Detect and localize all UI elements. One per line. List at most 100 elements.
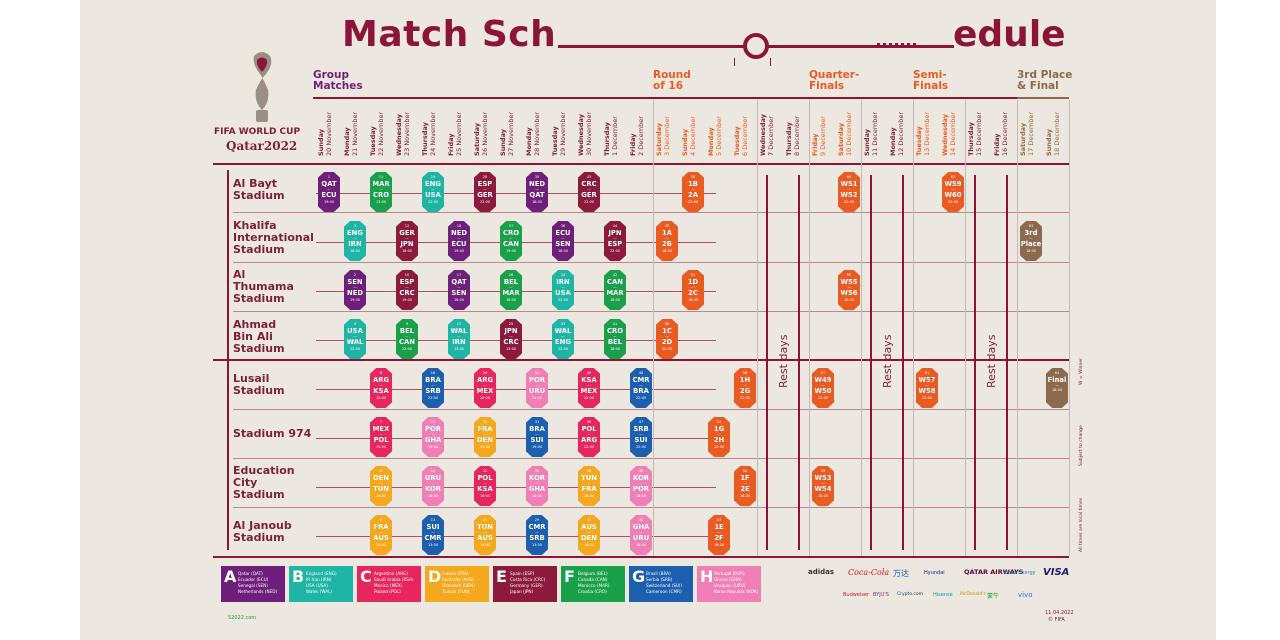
match-badge[interactable]: 7 MEX — POL 19:00	[370, 417, 392, 457]
match-badge[interactable]: 51 1D —2C 18:00	[682, 270, 704, 310]
match-badge[interactable]: 56 1H —2G 22:00	[734, 368, 756, 408]
match-badge[interactable]: 40 KSA — MEX 22:00	[578, 368, 600, 408]
match-badge[interactable]: 47 SRB — SUI 22:00	[630, 417, 652, 457]
match-badge[interactable]: 1 QAT — ECU 19:00	[318, 172, 340, 212]
versus-mark: —	[353, 285, 357, 289]
team-1: WAL	[450, 327, 468, 335]
match-badge[interactable]: 36 ECU — SEN 18:00	[552, 221, 574, 261]
match-badge[interactable]: 59 W55— W56 18:00	[838, 270, 860, 310]
team-1: FRA	[373, 523, 389, 531]
match-badge[interactable]: 29 CMR — SRB 13:00	[526, 515, 548, 555]
stage-qf-label: Quarter- Finals	[809, 69, 860, 92]
rest-day-line	[974, 175, 976, 550]
match-badge[interactable]: 8 ARG — KSA 13:00	[370, 368, 392, 408]
match-badge[interactable]: 5 FRA — AUS 22:00	[370, 515, 392, 555]
stadium-label: Al Janoub Stadium	[233, 519, 292, 544]
versus-mark: —	[639, 530, 643, 534]
team-1: NED	[529, 180, 545, 188]
match-badge[interactable]: 62 W59— W60 22:00	[942, 172, 964, 212]
match-badge[interactable]: 31 BRA — SUI 19:00	[526, 417, 548, 457]
match-badge[interactable]: 12 GER — JPN 16:00	[396, 221, 418, 261]
match-badge[interactable]: 38 TUN — FRA 18:00	[578, 466, 600, 506]
match-badge[interactable]: 6 DEN — TUN 16:00	[370, 466, 392, 506]
match-badge[interactable]: 50 1B —2A 22:00	[682, 172, 704, 212]
match-number: 16	[430, 371, 436, 375]
date-column-28: Saturday 17 December	[1018, 100, 1042, 158]
kickoff-time: 22:00	[349, 347, 361, 351]
versus-mark: —	[405, 236, 409, 240]
match-badge[interactable]: 59 W53— W54 18:00	[812, 466, 834, 506]
match-badge[interactable]: 11 MAR — CRO 13:00	[370, 172, 392, 212]
match-badge[interactable]: 24 ARG — MEX 22:00	[474, 368, 496, 408]
match-badge[interactable]: 63 3rd — Place 18:00	[1020, 221, 1042, 261]
match-badge[interactable]: 25 JPN — CRC 13:00	[500, 319, 522, 359]
kickoff-time: 18:00	[583, 543, 595, 547]
match-badge[interactable]: 37 AUS — DEN 18:00	[578, 515, 600, 555]
versus-mark: —	[509, 236, 513, 240]
versus-mark: —	[665, 334, 669, 338]
match-badge[interactable]: 42 CAN — MAR 18:00	[604, 270, 626, 310]
match-badge[interactable]: 16 BRA — SRB 22:00	[422, 368, 444, 408]
match-badge[interactable]: 53 1E —2F 18:00	[708, 515, 730, 555]
group-letter: B	[292, 567, 305, 586]
match-badge[interactable]: 57 W49— W50 22:00	[812, 368, 834, 408]
group-card-d: D France (FRA) Australia (AUS) Denmark (D…	[425, 566, 489, 602]
versus-mark: —	[951, 187, 955, 191]
date-column-18: Wednesday 7 December	[758, 100, 782, 158]
match-badge[interactable]: 18 NED — ECU 19:00	[448, 221, 470, 261]
match-badge[interactable]: 17 WAL — IRN 13:00	[448, 319, 470, 359]
match-badge[interactable]: 26 BEL — MAR 16:00	[500, 270, 522, 310]
team-2: GHA	[528, 485, 546, 493]
kickoff-time: 19:00	[531, 445, 543, 449]
date-value: 22 November	[377, 111, 385, 156]
match-badge[interactable]: 28 ESP — GER 22:00	[474, 172, 496, 212]
match-badge[interactable]: 48 CMR — BRA 22:00	[630, 368, 652, 408]
match-badge[interactable]: 55 1F —2E 18:00	[734, 466, 756, 506]
match-badge[interactable]: 17 QAT — SEN 16:00	[448, 270, 470, 310]
match-badge[interactable]: 43 CRC — GER 22:00	[578, 172, 600, 212]
versus-mark: —	[431, 187, 435, 191]
match-badge[interactable]: 3 ENG — IRN 16:00	[344, 221, 366, 261]
match-badge[interactable]: 21 TUN — AUS 13:00	[474, 515, 496, 555]
match-badge[interactable]: 32 POR — URU 22:00	[526, 368, 548, 408]
team-1: ARG	[476, 376, 494, 384]
match-badge[interactable]: 27 CRO — CAN 19:00	[500, 221, 522, 261]
match-badge[interactable]: 50 1C —2D 22:00	[656, 319, 678, 359]
match-badge[interactable]: 33 WAL — ENG 22:00	[552, 319, 574, 359]
match-badge[interactable]: 49 1A —2B 18:00	[656, 221, 678, 261]
match-badge[interactable]: 30 KOR — GHA 16:00	[526, 466, 548, 506]
date-column-17: Tuesday 6 December	[732, 100, 756, 158]
match-badge[interactable]: 13 SUI — CMR 13:00	[422, 515, 444, 555]
match-badge[interactable]: 4 USA — WAL 22:00	[344, 319, 366, 359]
match-badge[interactable]: 35 NED — QAT 18:00	[526, 172, 548, 212]
match-badge[interactable]: 46 KOR — POR 18:00	[630, 466, 652, 506]
match-badge[interactable]: 34 IRN — USA 22:00	[552, 270, 574, 310]
date-column-9: Monday 28 November	[524, 100, 548, 158]
match-badge[interactable]: 64 Final —18:00	[1046, 368, 1068, 408]
match-badge[interactable]: 44 JPN — ESP 22:00	[604, 221, 626, 261]
match-badge[interactable]: 61 W57— W58 22:00	[916, 368, 938, 408]
group-teams: Spain (ESP) Costa Rica (CRC) Germany (GE…	[510, 571, 546, 594]
match-badge[interactable]: 54 1G —2H 22:00	[708, 417, 730, 457]
match-badge[interactable]: 22 POL — KSA 16:00	[474, 466, 496, 506]
match-number: 44	[612, 224, 618, 228]
match-badge[interactable]: 9 BEL — CAN 22:00	[396, 319, 418, 359]
match-badge[interactable]: 23 FRA — DEN 19:00	[474, 417, 496, 457]
match-badge[interactable]: 10 ESP — CRC 19:00	[396, 270, 418, 310]
match-number: 61	[924, 371, 930, 375]
date-value: 28 November	[533, 111, 541, 156]
match-badge[interactable]: 45 GHA — URU 18:00	[630, 515, 652, 555]
page-title: Match Sch	[342, 14, 557, 55]
kickoff-time: 22:00	[583, 396, 595, 400]
kickoff-time: 19:00	[323, 200, 335, 204]
match-badge[interactable]: 39 POL — ARG 22:00	[578, 417, 600, 457]
match-badge[interactable]: 2 SEN — NED 19:00	[344, 270, 366, 310]
match-badge[interactable]: 14 URU — KOR 16:00	[422, 466, 444, 506]
match-badge[interactable]: 58 W51— W52 22:00	[838, 172, 860, 212]
match-badge[interactable]: 41 CRO — BEL 18:00	[604, 319, 626, 359]
sponsor-mengniu: 蒙牛	[987, 593, 1000, 600]
match-badge[interactable]: 15 POR — GHA 19:00	[422, 417, 444, 457]
match-badge[interactable]: 19 ENG — USA 22:00	[422, 172, 444, 212]
match-number: 39	[586, 420, 592, 424]
team-2: CAN	[503, 240, 519, 248]
